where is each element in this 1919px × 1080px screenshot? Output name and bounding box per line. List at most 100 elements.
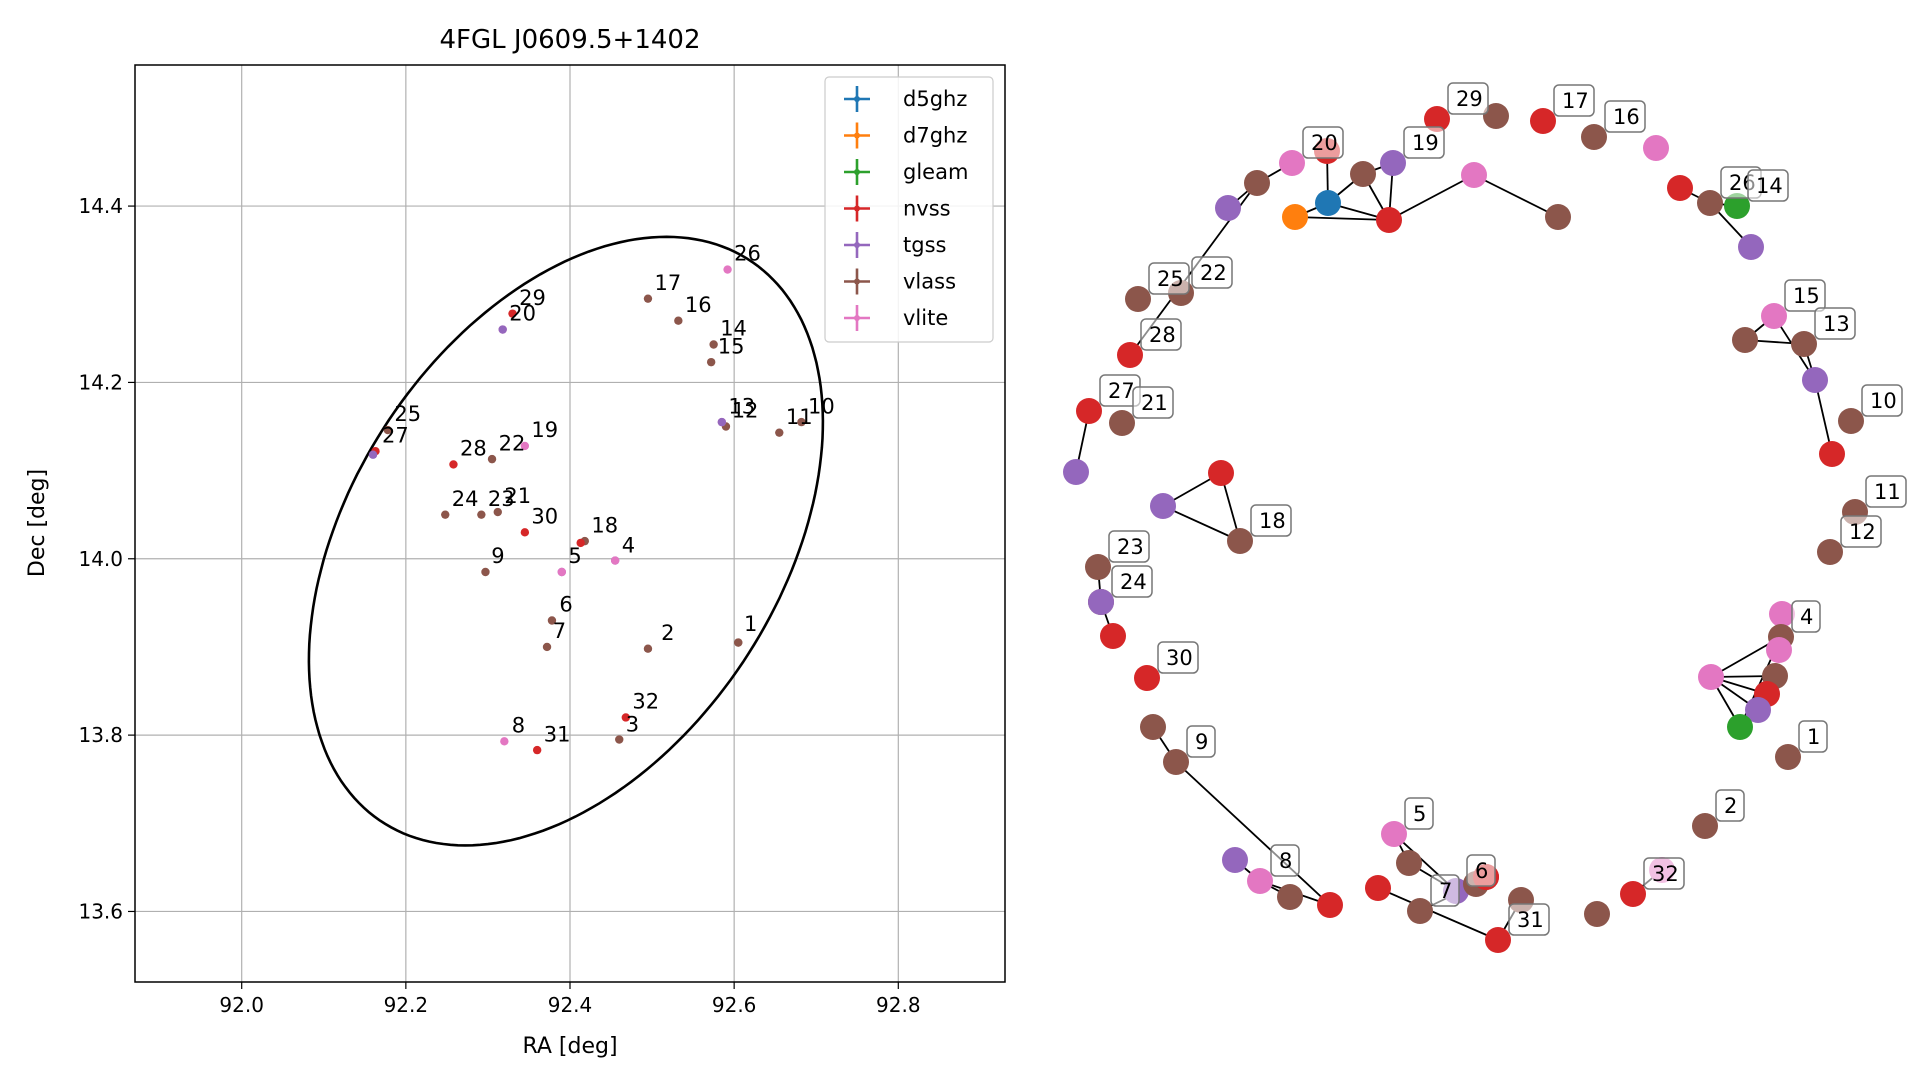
graph-node-label-text: 23 — [1117, 535, 1144, 559]
legend-label: nvss — [903, 197, 951, 221]
point-label: 16 — [685, 293, 712, 317]
graph-node-label-box — [1302, 126, 1344, 159]
graph-node-nvss — [1317, 892, 1343, 918]
graph-node-label-box — [1447, 82, 1489, 115]
graph-node-vlass — [1545, 204, 1571, 230]
graph-node-vlass — [1838, 408, 1864, 434]
graph-node-tgss — [1745, 697, 1771, 723]
graph-node-label-text: 30 — [1166, 646, 1193, 670]
legend-entry-d7ghz: d7ghz — [844, 122, 967, 149]
point-label: 25 — [394, 402, 421, 426]
x-axis-label: RA [deg] — [522, 1034, 617, 1059]
graph-node-vlass — [1407, 898, 1433, 924]
graph-node-tgss — [1222, 847, 1248, 873]
graph-node-label-text: 21 — [1141, 391, 1168, 415]
legend-label: vlite — [903, 306, 948, 330]
legend: d5ghz d7ghz gleam nvss tgss vlass vlite — [824, 76, 994, 343]
point-vlass — [383, 425, 392, 435]
point-vlite — [723, 265, 732, 274]
graph-node-label-box — [1861, 384, 1903, 417]
graph-node-d7ghz — [1282, 204, 1308, 230]
graph-node-vlite — [1761, 303, 1787, 329]
point-vlass — [615, 735, 624, 744]
point-label: 30 — [531, 505, 558, 529]
graph-node-tgss — [1738, 234, 1764, 260]
graph-node-tgss — [1150, 493, 1176, 519]
graph-node-label: 20 — [1302, 126, 1344, 159]
graph-node-label-text: 25 — [1157, 267, 1184, 291]
legend-marker-dot — [854, 96, 860, 102]
graph-node-vlite — [1643, 135, 1669, 161]
legend-marker-dot — [854, 132, 860, 139]
point-label: 24 — [452, 487, 479, 511]
graph-node-vlass — [1584, 901, 1610, 927]
graph-node-label-box — [1715, 789, 1745, 822]
graph-node-label-text: 22 — [1200, 261, 1227, 285]
graph-node-label: 7 — [1430, 874, 1460, 907]
graph-node-label: 32 — [1643, 857, 1685, 890]
graph-node-label-box — [1466, 854, 1496, 887]
graph-node-label-text: 24 — [1120, 570, 1147, 594]
point-vlass — [441, 510, 450, 519]
legend-marker-dot — [854, 315, 860, 321]
graph-node-label-text: 11 — [1874, 480, 1901, 504]
graph-node-label-text: 4 — [1800, 605, 1813, 629]
graph-node-label-box — [1840, 515, 1882, 548]
graph-node-nvss — [1485, 927, 1511, 953]
graph-node-tgss — [1063, 459, 1089, 485]
point-vlass — [643, 294, 653, 303]
graph-node-vlass — [1244, 170, 1270, 196]
point-vlass — [643, 644, 653, 653]
graph-node-label-text: 2 — [1724, 794, 1737, 818]
point-label: 22 — [499, 431, 526, 455]
graph-node-gleam — [1724, 193, 1750, 219]
point-vlass — [487, 454, 497, 464]
error-ellipse — [307, 235, 825, 847]
graph-node-vlite — [1698, 664, 1724, 690]
graph-node-label: 6 — [1466, 854, 1496, 887]
graph-node-label-box — [1140, 318, 1182, 351]
y-tick-label: 14.4 — [78, 194, 123, 218]
graph-node-label-box — [1191, 256, 1233, 289]
graph-node-label-box — [1798, 720, 1828, 753]
graph-node-vlass — [1581, 124, 1607, 150]
graph-node-label: 4 — [1791, 600, 1821, 633]
graph-node-vlass — [1396, 850, 1422, 876]
graph-node-label-box — [1111, 565, 1153, 598]
graph-edge — [1162, 505, 1241, 542]
graph-node-nvss — [1208, 460, 1234, 486]
graph-node-label: 28 — [1140, 318, 1182, 351]
graph-node-label: 18 — [1250, 504, 1292, 537]
graph-node-nvss — [1076, 398, 1102, 424]
graph-node-vlass — [1227, 528, 1253, 554]
point-label: 12 — [732, 399, 759, 423]
graph-node-nvss — [1819, 441, 1845, 467]
graph-node-label-text: 18 — [1259, 509, 1286, 533]
point-label: 13 — [728, 394, 755, 418]
chart-title: 4FGL J0609.5+1402 — [440, 25, 701, 55]
point-vlass — [481, 567, 490, 577]
graph-node-label: 30 — [1157, 641, 1199, 674]
point-label: 26 — [734, 242, 761, 266]
point-nvss — [520, 528, 530, 537]
graph-node-nvss — [1117, 342, 1143, 368]
graph-node-vlite — [1381, 821, 1407, 847]
y-tick-label: 14.2 — [78, 370, 123, 394]
point-vlass — [493, 507, 502, 517]
graph-edge — [1175, 761, 1331, 906]
graph-node-tgss — [1802, 367, 1828, 393]
graph-node-vlass — [1692, 813, 1718, 839]
graph-node-label-box — [1604, 100, 1646, 133]
graph-node-tgss — [1215, 195, 1241, 221]
graph-node-nvss — [1530, 108, 1556, 134]
legend-entry-nvss: nvss — [844, 195, 951, 222]
graph-node-label-text: 7 — [1439, 879, 1452, 903]
point-vlass — [775, 428, 784, 437]
point-label: 21 — [504, 484, 531, 508]
graph-node-label: 15 — [1784, 279, 1826, 312]
point-label: 6 — [559, 593, 572, 617]
x-tick-label: 92.0 — [219, 993, 264, 1017]
point-label: 10 — [808, 394, 835, 418]
